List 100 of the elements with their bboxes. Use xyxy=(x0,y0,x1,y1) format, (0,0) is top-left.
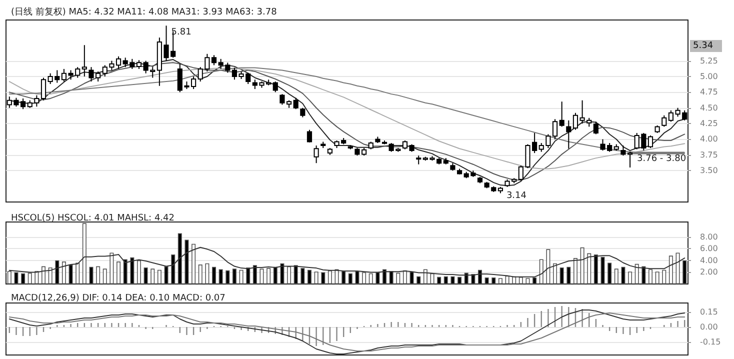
bar xyxy=(102,268,107,284)
bar xyxy=(34,271,39,284)
y-tick-label: 4.00 xyxy=(700,256,718,265)
bar xyxy=(212,266,216,284)
y-tick-label: 5.25 xyxy=(700,56,718,66)
bar xyxy=(307,270,312,284)
y-tick-label: 4.25 xyxy=(700,119,718,128)
bar xyxy=(396,272,400,284)
bar xyxy=(171,254,176,284)
bar xyxy=(478,270,482,284)
bar xyxy=(526,278,530,284)
bar xyxy=(539,259,544,284)
bar xyxy=(450,276,455,284)
y-tick-label: 4.00 xyxy=(700,134,718,144)
y-tick-label: 0.00 xyxy=(700,322,718,332)
bar xyxy=(655,272,660,284)
bar xyxy=(402,270,407,284)
line-series xyxy=(8,246,686,278)
bar xyxy=(321,272,326,284)
annotation: 3.14 xyxy=(506,191,527,202)
bar xyxy=(48,267,52,284)
bar xyxy=(484,278,489,284)
bar xyxy=(68,264,73,284)
y-tick-label: 4.50 xyxy=(700,103,718,112)
bar xyxy=(682,260,687,284)
y-tick-label: 3.50 xyxy=(700,166,718,176)
bar xyxy=(410,272,414,284)
bar xyxy=(123,259,128,284)
bar xyxy=(560,267,564,284)
bar xyxy=(252,265,257,284)
bar xyxy=(376,272,380,284)
bar xyxy=(136,260,141,284)
bar xyxy=(608,262,612,284)
bar xyxy=(266,268,271,284)
y-tick-label: 2.00 xyxy=(700,268,718,277)
bar xyxy=(553,263,558,284)
bar xyxy=(164,266,168,284)
bar xyxy=(662,270,666,284)
band-label: 3.76 - 3.80 xyxy=(637,154,686,164)
y-tick-label: -0.15 xyxy=(700,338,721,346)
bar xyxy=(246,267,250,284)
bar xyxy=(260,268,264,284)
bar xyxy=(280,263,284,284)
bar xyxy=(82,223,86,284)
bar xyxy=(355,271,360,284)
y-tick-label: 6.00 xyxy=(700,244,718,254)
bar xyxy=(505,276,510,284)
bar xyxy=(14,272,18,284)
bar xyxy=(218,269,223,284)
bar xyxy=(198,264,202,284)
y-tick-label: 5.00 xyxy=(700,72,718,81)
bar xyxy=(614,268,618,284)
bar xyxy=(634,264,639,284)
bar xyxy=(362,272,366,284)
bar xyxy=(594,254,598,284)
bar xyxy=(192,244,196,284)
bar xyxy=(150,268,155,284)
bar xyxy=(328,270,332,284)
bar xyxy=(232,268,236,284)
bar xyxy=(676,252,680,284)
bar xyxy=(273,266,278,284)
bar xyxy=(144,267,148,284)
bar xyxy=(382,269,387,284)
bar xyxy=(498,278,502,284)
bar xyxy=(89,266,94,284)
bar xyxy=(642,266,646,284)
y-tick-label: 3.75 xyxy=(700,150,718,160)
bar xyxy=(546,249,550,284)
bar xyxy=(437,276,442,284)
bar xyxy=(580,247,584,284)
bar xyxy=(600,256,605,284)
bar xyxy=(668,256,673,284)
bar xyxy=(464,272,468,284)
bar xyxy=(157,270,162,284)
bar xyxy=(587,253,592,284)
chart-title: (日线 前复权) MA5: 4.32 MA11: 4.08 MA31: 3.93 MA63: 3.78 xyxy=(11,6,278,18)
bar xyxy=(116,262,121,284)
bar xyxy=(628,272,632,284)
bar xyxy=(518,276,523,284)
bar xyxy=(178,233,182,284)
bar xyxy=(444,276,448,284)
bar xyxy=(130,257,134,284)
bar xyxy=(348,273,352,284)
bar xyxy=(430,273,434,284)
bar xyxy=(314,272,318,284)
bar xyxy=(294,265,298,284)
bar xyxy=(648,269,652,284)
bar xyxy=(342,271,346,284)
bar xyxy=(184,240,189,284)
bar xyxy=(334,269,339,284)
bar xyxy=(566,266,571,284)
chart-title: HSCOL(5) HSCOL: 4.01 MAHSL: 4.42 xyxy=(11,214,174,224)
bar xyxy=(76,262,80,284)
bar xyxy=(55,260,60,284)
bar xyxy=(42,266,46,284)
bar xyxy=(458,276,462,284)
bar xyxy=(226,270,230,284)
bar xyxy=(300,268,305,284)
chart-title: MACD(12,26,9) DIF: 0.14 DEA: 0.10 MACD: 0.07 xyxy=(11,294,226,304)
bar xyxy=(492,278,496,284)
